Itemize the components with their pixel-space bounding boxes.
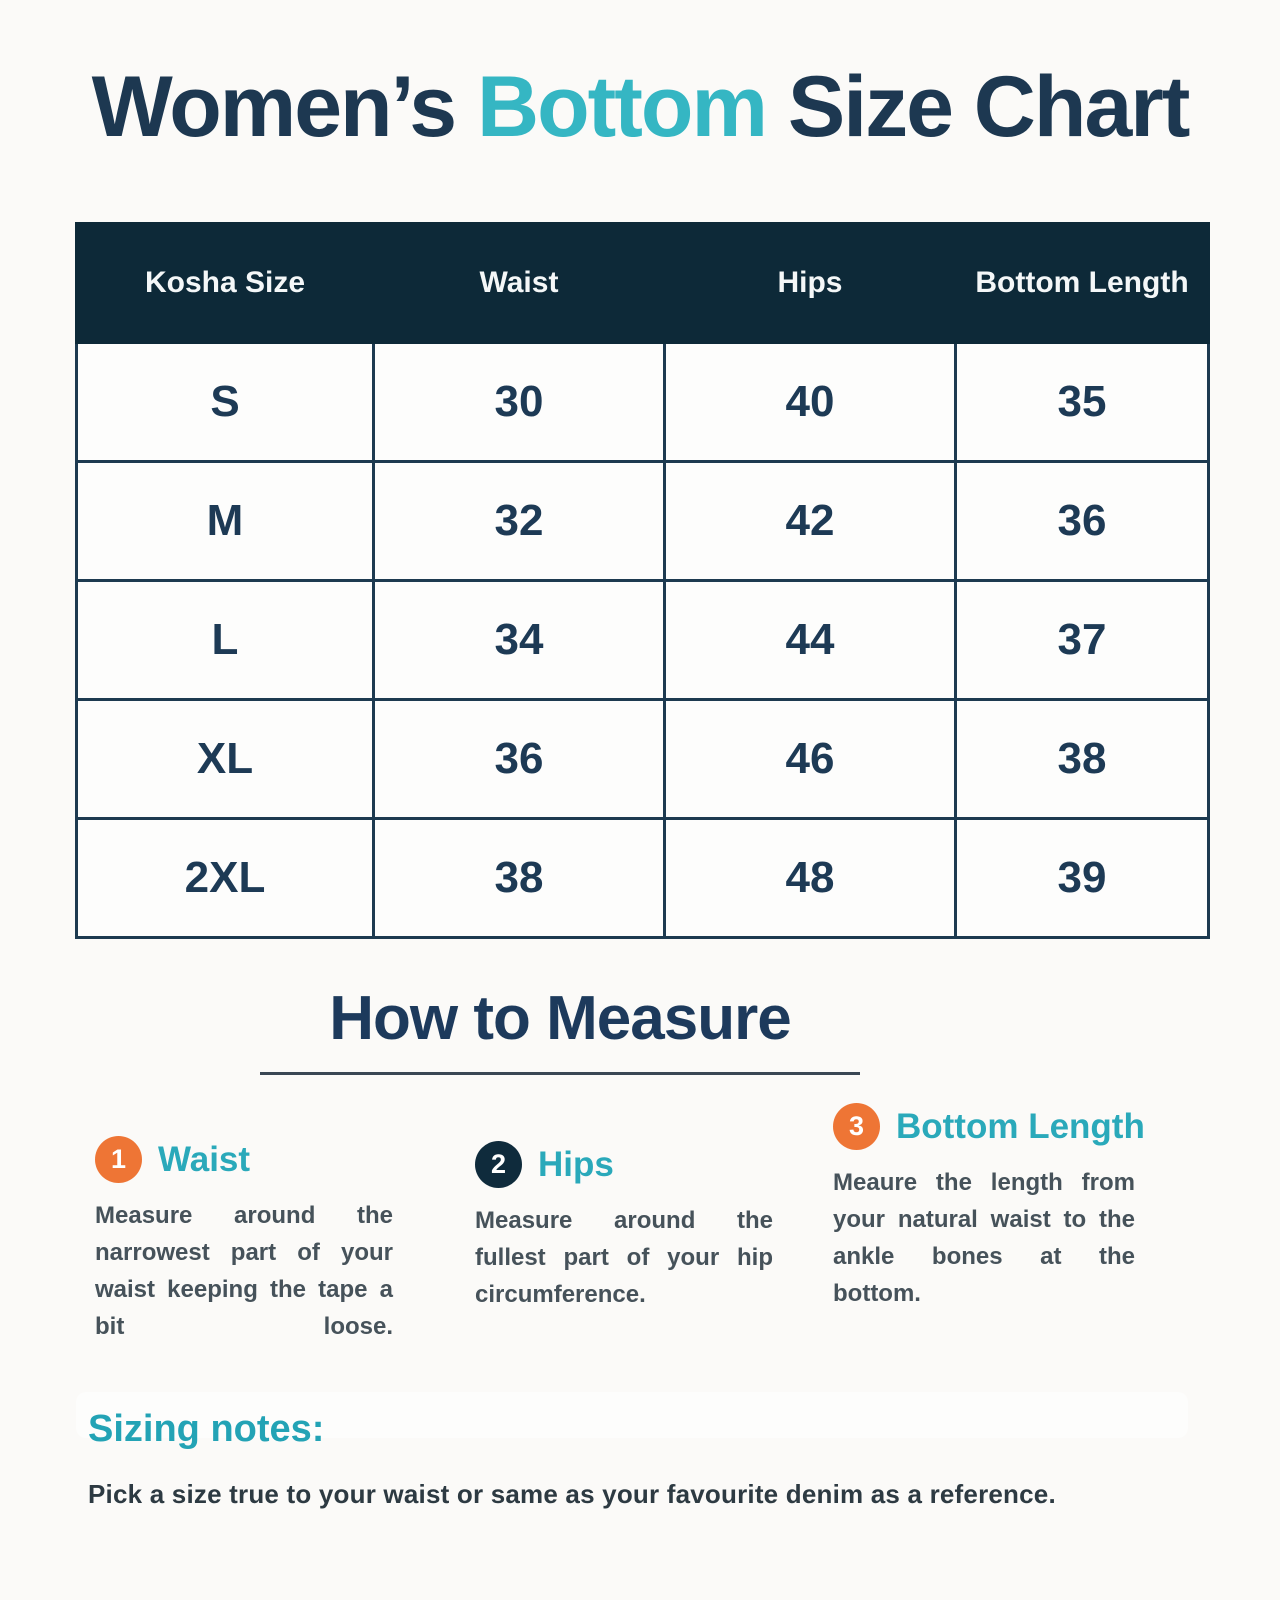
sizing-notes-text: Pick a size true to your waist or same a… <box>88 1479 1056 1509</box>
step-label: Hips <box>538 1144 614 1184</box>
sizing-notes-heading: Sizing notes: <box>88 1408 325 1450</box>
hips-cell: 44 <box>663 579 957 701</box>
title-underline-divider <box>260 1072 860 1075</box>
step-number: 1 <box>110 1144 127 1174</box>
column-header-bottom-length: Bottom Length <box>954 222 1210 344</box>
table-row-2xl: 2XL 38 48 39 <box>75 817 1210 939</box>
step-number-badge: 3 <box>833 1103 880 1150</box>
step-number: 2 <box>490 1149 507 1179</box>
hips-cell: 40 <box>663 341 957 463</box>
column-header-kosha-size: Kosha Size <box>75 222 375 344</box>
bottom-length-cell: 36 <box>954 460 1210 582</box>
measure-step-waist: 1 Waist Measure around the narrowest par… <box>95 1136 393 1382</box>
column-header-waist: Waist <box>372 222 666 344</box>
step-header: 1 Waist <box>95 1136 393 1183</box>
step-header: 3 Bottom Length <box>833 1103 1145 1150</box>
table-row-m: M 32 42 36 <box>75 460 1210 582</box>
waist-cell: 34 <box>372 579 666 701</box>
page-title: Women’s Bottom Size Chart <box>0 58 1280 157</box>
size-cell: L <box>75 579 375 701</box>
step-number-badge: 2 <box>475 1141 522 1188</box>
table-row-l: L 34 44 37 <box>75 579 1210 701</box>
size-cell: 2XL <box>75 817 375 939</box>
title-part1: Women’s <box>91 59 478 155</box>
step-description: Measure around the fullest part of your … <box>475 1207 773 1308</box>
step-number-badge: 1 <box>95 1136 142 1183</box>
size-cell: XL <box>75 698 375 820</box>
sizing-notes: Sizing notes: Pick a size true to your w… <box>88 1408 1228 1510</box>
step-description: Measure around the narrowest part of you… <box>95 1202 393 1340</box>
hips-cell: 42 <box>663 460 957 582</box>
title-part2: Size Chart <box>765 59 1191 155</box>
waist-cell: 38 <box>372 817 666 939</box>
how-to-measure-title: How to Measure <box>329 984 791 1053</box>
step-label: Waist <box>158 1139 251 1179</box>
title-highlight: Bottom <box>477 59 768 155</box>
table-row-xl: XL 36 46 38 <box>75 698 1210 820</box>
table-header-row: Kosha Size Waist Hips Bottom Length <box>75 222 1210 344</box>
waist-cell: 36 <box>372 698 666 820</box>
notes-background-band <box>76 1392 1188 1438</box>
step-description: Meaure the length from your natural wais… <box>833 1169 1135 1307</box>
hips-cell: 46 <box>663 698 957 820</box>
step-number: 3 <box>848 1111 865 1141</box>
measure-step-hips: 2 Hips Measure around the fullest part o… <box>475 1141 773 1350</box>
size-cell: M <box>75 460 375 582</box>
waist-cell: 32 <box>372 460 666 582</box>
hips-cell: 48 <box>663 817 957 939</box>
how-to-measure-section-header: How to Measure <box>0 983 1120 1075</box>
size-table: Kosha Size Waist Hips Bottom Length S 30… <box>75 222 1210 939</box>
waist-cell: 30 <box>372 341 666 463</box>
bottom-length-cell: 39 <box>954 817 1210 939</box>
bottom-length-cell: 38 <box>954 698 1210 820</box>
bottom-length-cell: 35 <box>954 341 1210 463</box>
size-cell: S <box>75 341 375 463</box>
bottom-length-cell: 37 <box>954 579 1210 701</box>
column-header-hips: Hips <box>663 222 957 344</box>
step-label: Bottom Length <box>896 1106 1145 1146</box>
step-header: 2 Hips <box>475 1141 773 1188</box>
measure-step-bottom-length: 3 Bottom Length Meaure the length from y… <box>833 1103 1145 1349</box>
table-row-s: S 30 40 35 <box>75 341 1210 463</box>
